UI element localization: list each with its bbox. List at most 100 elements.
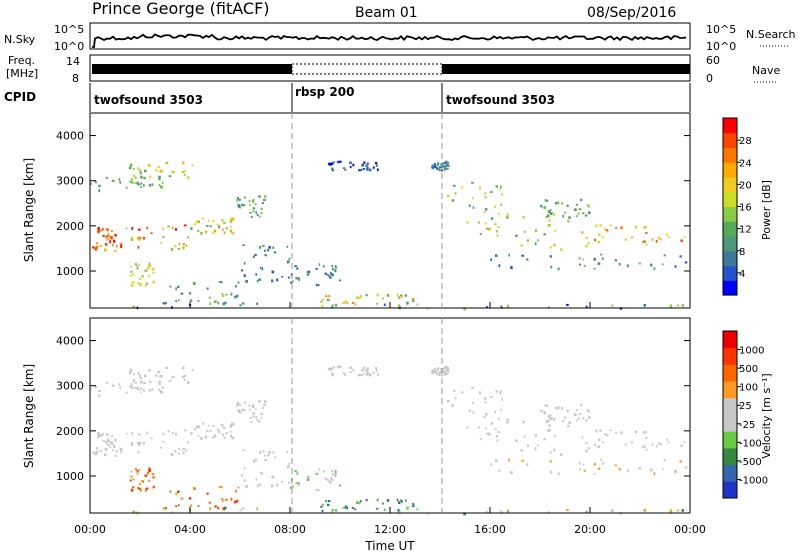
velocity-cell	[136, 472, 139, 475]
velocity-cell	[331, 469, 333, 473]
velocity-cell	[376, 373, 379, 377]
power-cell	[575, 203, 578, 206]
velocity-cell	[182, 451, 185, 455]
velocity-cell	[484, 427, 487, 430]
power-cell	[151, 183, 154, 186]
velocity-cell	[526, 463, 529, 466]
velocity-colorbar: 1000 500 100 25 -25 -100 -500 -1000 Velocity [m…	[722, 330, 773, 499]
velocity-cell	[376, 498, 379, 502]
velocity-cell	[267, 454, 270, 457]
velocity-cell	[386, 499, 390, 502]
power-cell	[159, 170, 161, 173]
power-cell	[363, 161, 366, 164]
velocity-cell	[534, 447, 537, 451]
power-cell	[98, 184, 101, 188]
velocity-cell	[331, 509, 335, 512]
power-cell	[138, 228, 141, 231]
power-cell	[208, 296, 211, 299]
colorbar-swatch	[723, 250, 737, 267]
velocity-cell	[157, 370, 161, 374]
velocity-cell	[349, 366, 352, 369]
velocity-cell	[575, 420, 578, 422]
velocity-cell	[98, 389, 101, 393]
velocity-cell	[194, 428, 196, 431]
velocity-cell	[217, 506, 219, 510]
power-cell	[334, 265, 337, 268]
velocity-cell	[352, 368, 355, 372]
velocity-cell	[189, 504, 193, 507]
power-cell	[160, 169, 163, 173]
velocity-cell	[225, 499, 228, 501]
power-cell	[143, 177, 146, 180]
power-cell	[658, 236, 660, 240]
velocity-cell	[605, 434, 609, 437]
power-cell	[134, 176, 137, 179]
power-cell	[494, 205, 496, 209]
power-cell	[125, 227, 128, 230]
velocity-cell	[120, 450, 123, 453]
velocity-cell	[515, 439, 518, 442]
velocity-cell	[550, 416, 553, 419]
velocity-cell	[221, 498, 224, 500]
velocity-cell	[140, 480, 144, 483]
power-cell	[382, 297, 384, 300]
power-cell	[645, 243, 648, 246]
velocity-cell	[151, 388, 154, 391]
power-cell	[585, 244, 588, 248]
velocity-cell	[98, 434, 101, 437]
velocity-cell	[296, 472, 299, 475]
velocity-cell	[254, 408, 257, 411]
velocity-cell	[96, 447, 99, 450]
power-cell	[273, 251, 276, 254]
power-cell	[161, 181, 164, 184]
nave-tick-top: 60	[706, 54, 720, 67]
power-cell	[496, 234, 499, 237]
velocity-cell	[358, 502, 361, 505]
power-cell	[239, 304, 242, 307]
power-panel: 4000 3000 2000 1000 Slant Range [km]	[22, 112, 691, 311]
velocity-cell	[597, 445, 600, 449]
power-cell	[144, 269, 147, 272]
power-cell	[286, 245, 289, 248]
velocity-cell	[344, 505, 347, 509]
power-cell	[264, 254, 267, 256]
velocity-cell	[549, 460, 552, 463]
power-cell	[169, 285, 172, 288]
cpid-panel: CPID twofsound 3503 rbsp 200 twofsound 3…	[4, 83, 691, 112]
power-cell	[148, 274, 150, 277]
cpid-segment-3: twofsound 3503	[446, 93, 555, 107]
velocity-cell	[446, 366, 450, 370]
power-cell	[216, 223, 219, 226]
velocity-cell	[500, 510, 503, 514]
velocity-cell	[185, 449, 188, 452]
velocity-cell	[332, 473, 334, 476]
velocity-cell	[669, 509, 673, 513]
power-cell	[335, 303, 338, 307]
power-cell	[365, 168, 368, 171]
power-cell	[485, 208, 488, 211]
velocity-cell	[287, 465, 289, 469]
velocity-cell	[486, 432, 489, 435]
velocity-cell	[484, 397, 487, 400]
power-ylabel: Slant Range [km]	[22, 158, 36, 262]
velocity-cell	[618, 467, 621, 471]
nsky-tick-bottom: 10^0	[54, 40, 84, 53]
power-cell	[136, 267, 139, 270]
power-cell	[218, 281, 221, 283]
velocity-cell	[443, 371, 446, 375]
velocity-cell	[196, 425, 199, 429]
velocity-cell	[102, 439, 105, 442]
power-cell	[162, 236, 165, 238]
velocity-cell	[125, 391, 128, 394]
velocity-cell	[146, 431, 148, 435]
velocity-cell	[145, 487, 149, 490]
velocity-cell	[112, 449, 114, 452]
power-cell	[683, 236, 686, 238]
velocity-cell	[225, 432, 228, 435]
power-cell	[638, 262, 642, 265]
velocity-cell	[585, 449, 588, 453]
power-cell	[249, 212, 252, 214]
power-cell	[181, 171, 184, 173]
power-cell	[578, 257, 581, 260]
velocity-cell	[139, 374, 141, 377]
